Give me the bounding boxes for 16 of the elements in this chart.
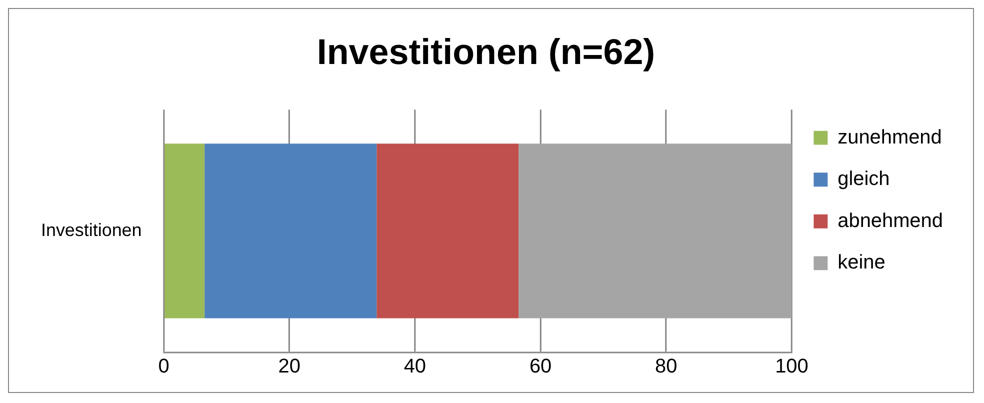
x-tick-label: 80	[655, 356, 678, 378]
chart-title: Investitionen (n=62)	[316, 32, 656, 72]
x-tick-label: 60	[529, 356, 552, 378]
x-tick-label: 20	[278, 356, 300, 378]
legend-label: abnehmend	[838, 210, 943, 232]
y-tick-label: Investitionen	[40, 220, 142, 240]
legend-label: zunehmend	[838, 126, 942, 148]
bar	[164, 144, 205, 318]
x-tick-label: 0	[158, 356, 170, 378]
x-tick-label: 100	[775, 356, 808, 378]
legend-label: gleich	[838, 168, 890, 190]
bar	[376, 144, 519, 318]
legend-label: keine	[838, 252, 886, 274]
x-tick-label: 40	[404, 356, 426, 378]
bar	[204, 144, 377, 318]
bar	[518, 144, 792, 318]
